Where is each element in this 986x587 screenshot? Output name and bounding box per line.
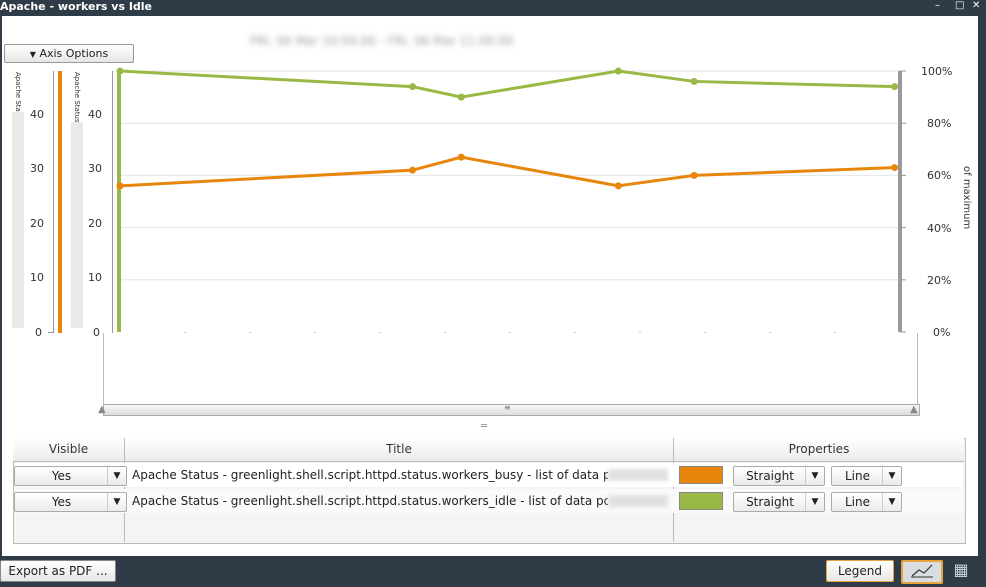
line-style-value: Straight [746, 495, 794, 509]
legend-button[interactable]: Legend [826, 560, 894, 582]
data-point [690, 77, 698, 85]
chart-type-value: Line [844, 469, 870, 483]
left-axis-2-title: Apache Status - [73, 72, 81, 128]
blurred-suffix [608, 469, 668, 481]
idle-axis-bar [117, 71, 121, 332]
axis-options-label: Axis Options [39, 47, 109, 60]
chevron-down-icon: ▼ [805, 493, 824, 511]
bottom-toolbar [0, 556, 986, 587]
left-axis-2-blurred-label [71, 122, 83, 328]
series-color-picker[interactable] [679, 492, 723, 510]
tick-label: 60% [927, 169, 952, 182]
line-chart-view-button[interactable] [901, 560, 943, 584]
left-axis-1-title: Apache Statu [14, 72, 22, 119]
right-axis-title: of maximum [961, 166, 972, 230]
chevron-down-icon: ▼ [107, 493, 126, 511]
column-header-title[interactable]: Title [125, 438, 674, 462]
data-point [409, 83, 416, 91]
tick-label: 40 [30, 108, 44, 121]
chevron-down-icon: ▼ [805, 467, 824, 485]
range-handle-left-icon[interactable]: ▲ [98, 404, 106, 415]
data-point [116, 67, 124, 75]
left-axis-1-line [53, 71, 54, 333]
tick-label: 10 [88, 271, 102, 284]
line-style-select[interactable]: Straight ▼ [733, 492, 825, 512]
axis-options-button[interactable]: ▼ Axis Options [4, 44, 134, 63]
tick-label: 40% [927, 222, 952, 235]
data-point [457, 93, 465, 101]
data-point [409, 166, 416, 174]
data-point [690, 171, 698, 179]
line-chart-icon [911, 564, 933, 578]
tick-label: 0% [933, 326, 951, 339]
visible-value: Yes [51, 469, 72, 483]
tick-label: 40 [88, 108, 102, 121]
window-right-border [978, 16, 986, 556]
tick-label: 20 [88, 217, 102, 230]
table-row[interactable]: Yes ▼ Apache Status - greenlight.shell.s… [14, 489, 963, 513]
visible-select[interactable]: Yes ▼ [14, 492, 127, 512]
series-color-picker[interactable] [679, 466, 723, 484]
data-point [614, 182, 622, 190]
series-line [119, 69, 895, 99]
series-line [119, 155, 895, 188]
time-range-label: FRI, 06 Mar 10:50:00 - FRI, 06 Mar 11:00… [250, 34, 514, 48]
color-swatch [680, 467, 722, 483]
tick-label: 20% [927, 274, 952, 287]
table-row[interactable]: Yes ▼ Apache Status - greenlight.shell.s… [14, 463, 963, 487]
splitter-grip-icon[interactable]: ═ [481, 421, 488, 432]
overview-scrollbar[interactable]: ≡ [103, 403, 920, 416]
chart-type-select[interactable]: Line ▼ [831, 466, 902, 486]
range-handle-right-icon[interactable]: ▲ [910, 404, 918, 415]
tick-label: 100% [921, 65, 953, 78]
chart-type-select[interactable]: Line ▼ [831, 492, 902, 512]
left-axis-1-tick [48, 332, 54, 333]
window-titlebar: Apache - workers vs Idle – □ ✕ [0, 0, 986, 16]
left-axis-2-line [112, 71, 113, 333]
close-icon[interactable]: ✕ [972, 0, 981, 11]
overview-navigator[interactable] [103, 333, 918, 406]
visible-select[interactable]: Yes ▼ [14, 466, 127, 486]
window-left-border [0, 16, 2, 556]
tick-label: 30 [30, 162, 44, 175]
column-header-properties[interactable]: Properties [674, 438, 964, 462]
minimize-icon[interactable]: – [935, 0, 940, 11]
right-axis-bar [898, 71, 902, 332]
tick-label: 0 [35, 326, 42, 339]
export-pdf-button[interactable]: Export as PDF ... [0, 560, 116, 582]
blurred-suffix [608, 495, 668, 507]
color-swatch [680, 493, 722, 509]
restore-icon[interactable]: □ [955, 0, 965, 11]
table-view-icon[interactable]: ▦ [953, 560, 969, 579]
tick-label: 30 [88, 162, 102, 175]
data-point [891, 83, 899, 91]
data-point [116, 182, 124, 190]
chevron-down-icon: ▼ [107, 467, 126, 485]
busy-axis-bar [58, 71, 62, 333]
line-style-select[interactable]: Straight ▼ [733, 466, 825, 486]
tick-label: 0 [93, 326, 100, 339]
tick-label: 20 [30, 217, 44, 230]
visible-value: Yes [51, 495, 72, 509]
data-point [614, 67, 622, 75]
line-style-value: Straight [746, 469, 794, 483]
scroll-grip-icon[interactable]: ≡ [504, 403, 511, 412]
chevron-down-icon: ▼ [882, 467, 901, 485]
series-title: Apache Status - greenlight.shell.script.… [132, 468, 608, 482]
data-point [457, 153, 465, 161]
data-point [891, 164, 899, 172]
window-title: Apache - workers vs Idle [0, 0, 153, 13]
tick-label: 10 [30, 271, 44, 284]
column-header-visible[interactable]: Visible [13, 438, 125, 462]
left-axis-1-blurred-label [12, 112, 24, 328]
tick-label: 80% [927, 117, 952, 130]
chevron-down-icon: ▼ [882, 493, 901, 511]
series-title: Apache Status - greenlight.shell.script.… [132, 494, 608, 508]
dropdown-arrow-icon: ▼ [29, 50, 36, 59]
chart-type-value: Line [844, 495, 870, 509]
